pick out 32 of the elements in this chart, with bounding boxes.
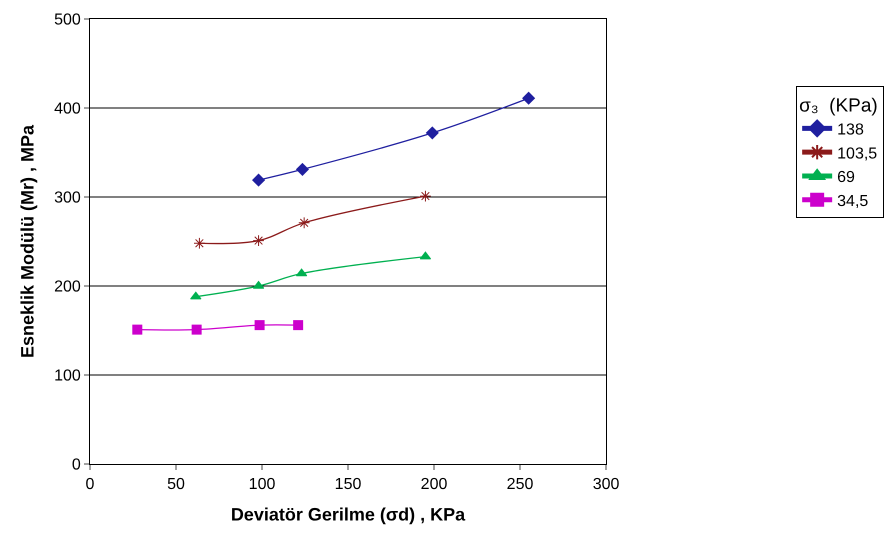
y-tick-label: 0 <box>72 456 81 474</box>
legend-label: 69 <box>837 169 856 186</box>
y-tick-label: 400 <box>54 100 81 118</box>
legend-label: 103,5 <box>837 145 878 162</box>
point <box>296 163 309 176</box>
point <box>132 324 142 335</box>
point <box>522 92 535 105</box>
x-tick-label: 200 <box>420 476 448 494</box>
point <box>420 190 432 202</box>
point <box>192 324 202 335</box>
point <box>252 174 265 186</box>
legend-label: 34,5 <box>837 192 868 210</box>
y-tick-label: 100 <box>54 368 81 385</box>
x-axis-title: Deviatör Gerilme (σd) , KPa <box>230 504 466 524</box>
point <box>194 237 206 250</box>
y-tick-label: 500 <box>54 12 81 29</box>
point <box>293 320 304 330</box>
y-axis-title: Esneklik Modülü (Mr) , MPa <box>17 124 38 358</box>
legend-label: 138 <box>837 122 864 139</box>
x-tick-label: 100 <box>248 476 276 494</box>
x-tick-label: 300 <box>592 476 620 494</box>
x-tick-label: 150 <box>334 476 362 494</box>
x-tick-label: 50 <box>167 476 186 494</box>
legend-title: σ₃ (KPa) <box>799 95 878 116</box>
point <box>426 126 439 140</box>
point <box>254 320 265 330</box>
y-tick-label: 200 <box>54 278 81 296</box>
point <box>298 216 310 229</box>
x-tick-label: 0 <box>86 476 95 494</box>
x-tick-label: 250 <box>506 476 534 494</box>
point <box>252 234 264 247</box>
y-tick-label: 300 <box>54 190 81 207</box>
